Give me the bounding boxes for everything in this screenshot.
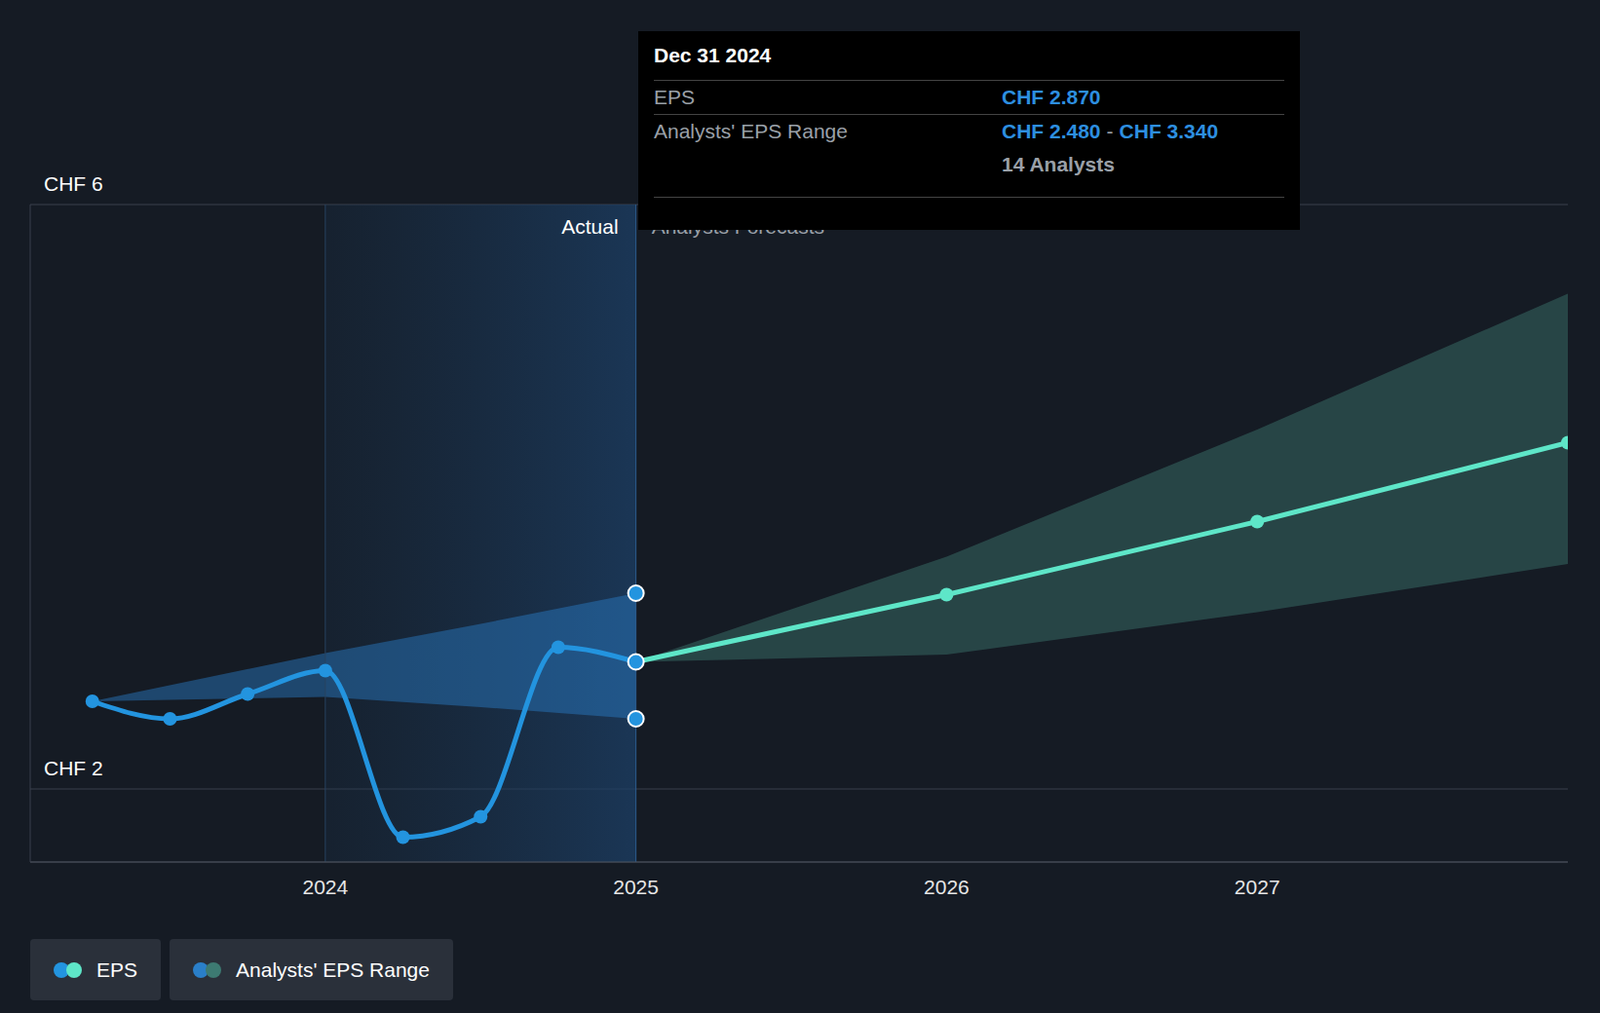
svg-text:2025: 2025 (612, 876, 659, 899)
html-text:CHF 2.480 - CHF 3.340: CHF 2.480 - CHF 3.340 (1001, 119, 1219, 143)
svg-text:2027: 2027 (1234, 876, 1281, 899)
html-text:Analysts' EPS Range: Analysts' EPS Range (235, 958, 430, 981)
html-text:Dec 31 2024: Dec 31 2024 (653, 43, 772, 67)
html-text:EPS: EPS (653, 85, 695, 109)
html-text:CHF 2.870: CHF 2.870 (1001, 85, 1101, 109)
html-text:EPS: EPS (96, 958, 138, 981)
html-text:Analysts' EPS Range: Analysts' EPS Range (653, 119, 848, 143)
svg-text:CHF 2: CHF 2 (43, 757, 104, 780)
svg-text:Actual: Actual (561, 215, 618, 238)
svg-text:2026: 2026 (923, 876, 970, 899)
svg-text:CHF 6: CHF 6 (43, 172, 104, 195)
html-text:14 Analysts: 14 Analysts (1001, 152, 1115, 176)
svg-text:2024: 2024 (302, 876, 348, 899)
